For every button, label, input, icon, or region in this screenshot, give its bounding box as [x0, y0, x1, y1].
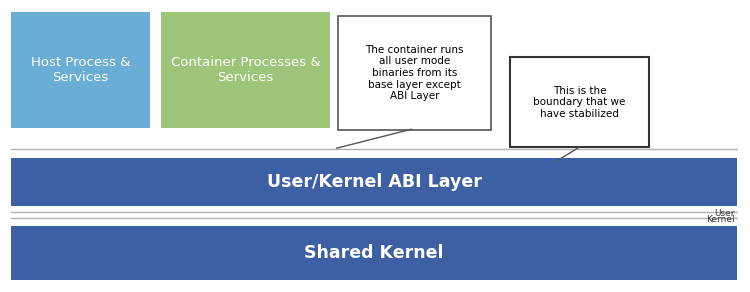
Text: This is the
boundary that we
have stabilized: This is the boundary that we have stabil… [533, 86, 626, 119]
FancyBboxPatch shape [161, 12, 330, 128]
Text: The container runs
all user mode
binaries from its
base layer except
ABI Layer: The container runs all user mode binarie… [365, 45, 464, 101]
FancyBboxPatch shape [11, 226, 737, 280]
Text: Container Processes &
Services: Container Processes & Services [171, 56, 320, 84]
Text: User: User [715, 209, 735, 218]
FancyBboxPatch shape [11, 158, 737, 206]
Text: Shared Kernel: Shared Kernel [304, 244, 444, 262]
FancyBboxPatch shape [11, 12, 150, 128]
Text: Host Process &
Services: Host Process & Services [31, 56, 130, 84]
Text: User/Kernel ABI Layer: User/Kernel ABI Layer [267, 173, 482, 191]
FancyBboxPatch shape [338, 16, 491, 130]
FancyBboxPatch shape [510, 57, 649, 147]
Text: Kernel: Kernel [706, 215, 735, 223]
